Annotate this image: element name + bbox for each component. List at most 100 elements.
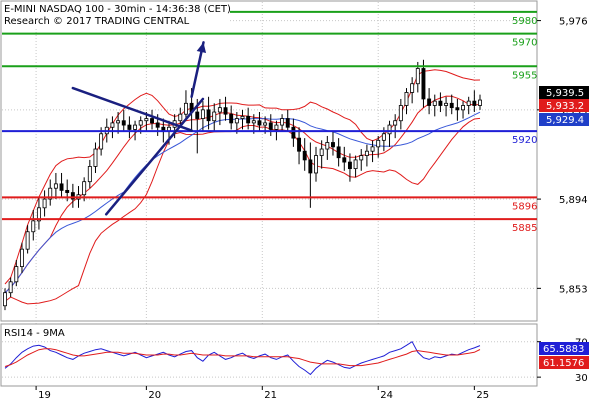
candle-body: [302, 150, 307, 161]
rsi-ma-value-box: [539, 356, 589, 369]
time-tick-label: 24: [380, 390, 393, 400]
projection-arrowhead: [196, 42, 207, 54]
level-label-5980: 5980: [512, 16, 537, 27]
rsi-series-rsi14: [4, 340, 481, 376]
candle-body: [427, 98, 432, 106]
candle-body: [183, 102, 188, 115]
candle-body: [127, 124, 132, 130]
candle-body: [150, 118, 154, 124]
candle-body: [274, 124, 279, 130]
level-label-5885: 5885: [512, 223, 537, 234]
candle-body: [291, 126, 296, 139]
candle-body: [308, 159, 313, 174]
price-panel-frame: [0, 0, 538, 322]
candle-body: [336, 146, 341, 159]
candle-body: [251, 120, 256, 124]
level-label-5896: 5896: [512, 201, 537, 212]
candle-body: [223, 107, 228, 115]
candle-body: [3, 292, 7, 307]
candle-body: [444, 102, 449, 106]
candle-body: [240, 115, 245, 119]
candle-body: [410, 83, 415, 93]
candle-body: [14, 266, 19, 283]
candle-body: [297, 137, 302, 152]
candle-body: [370, 146, 375, 152]
candle-body: [121, 120, 126, 126]
candle-body: [263, 122, 268, 126]
moving-average-blue-box-label: 5,929.4: [546, 115, 584, 126]
moving-average-red-box: [539, 99, 589, 112]
candle-body: [455, 107, 460, 111]
candle-body: [36, 207, 41, 222]
rsi-title: RSI14 - 9MA: [4, 328, 65, 339]
candle-body: [387, 124, 392, 135]
candle-body: [53, 183, 58, 189]
candle-body: [217, 107, 222, 113]
candle-body: [319, 148, 324, 156]
candle-body: [110, 122, 115, 128]
rsi-ma-value-box-label: 61.1576: [543, 358, 584, 369]
candle-body: [280, 118, 285, 126]
candle-body: [404, 92, 409, 106]
trendline: [71, 86, 193, 132]
candle-body: [8, 281, 13, 294]
candle-body: [393, 120, 398, 126]
candle-body: [381, 133, 386, 141]
candle-body: [432, 100, 437, 106]
candle-body: [31, 220, 36, 233]
level-label-5920: 5920: [512, 135, 537, 146]
candlesticks: [3, 59, 482, 311]
candle-body: [246, 115, 251, 124]
rsi-tick-label: 30: [575, 373, 588, 384]
candle-body: [200, 109, 205, 119]
time-tick-label: 21: [264, 390, 277, 400]
candle-body: [99, 133, 104, 150]
candle-body: [206, 109, 211, 122]
candle-body: [314, 155, 318, 174]
candle-body: [376, 139, 381, 148]
candle-body: [133, 124, 138, 130]
candle-body: [285, 118, 290, 128]
time-tick-label: 25: [476, 390, 489, 400]
candle-body: [347, 161, 352, 170]
candle-body: [234, 118, 239, 124]
candle-body: [144, 118, 149, 122]
candle-body: [342, 157, 347, 163]
candle-body: [421, 68, 426, 100]
moving-average-red-box-label: 5,933.2: [546, 101, 584, 112]
candle-body: [138, 120, 143, 126]
candle-body: [415, 68, 420, 85]
candle-body: [212, 111, 217, 122]
candle-body: [461, 105, 465, 111]
rsi-value-boxes: 65.5883 61.1576: [539, 342, 589, 369]
candle-body: [70, 192, 75, 200]
rsi-lines: [4, 340, 481, 376]
last-price-box-label: 5,939.5: [546, 88, 584, 99]
time-tick-label: 20: [148, 390, 161, 400]
candle-body: [353, 159, 358, 170]
price-tick-label: 5,976: [559, 17, 588, 28]
rsi-grid: [2, 341, 537, 378]
candle-body: [116, 120, 121, 124]
candle-body: [466, 100, 471, 106]
candle-body: [155, 122, 160, 128]
candle-body: [178, 113, 183, 122]
candle-body: [268, 122, 273, 130]
chart-title: E-MINI NASDAQ 100 - 30min - 14:36:38 (CE…: [4, 4, 231, 15]
candle-body: [25, 231, 30, 250]
candle-body: [20, 248, 24, 267]
candle-body: [359, 155, 364, 161]
candle-body: [331, 142, 335, 148]
time-axis: 19 20 21 24 25: [35, 386, 489, 400]
level-label-5970: 5970: [512, 38, 537, 49]
candle-body: [42, 198, 47, 209]
candle-body: [93, 148, 98, 167]
rsi-value-box-label: 65.5883: [543, 344, 584, 355]
candle-body: [398, 105, 403, 122]
candle-body: [257, 120, 262, 126]
trendlines: [71, 41, 207, 216]
time-tick-label: 19: [38, 390, 51, 400]
